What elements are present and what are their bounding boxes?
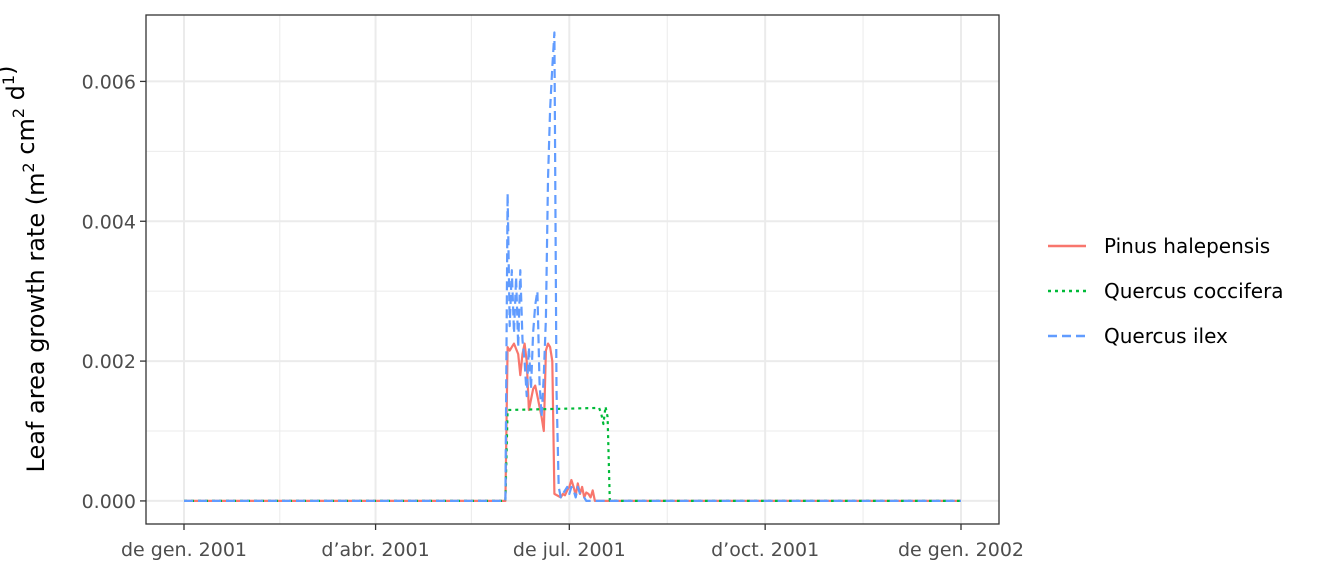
x-axis: de gen. 2001 d’abr. 2001 de jul. 2001 d’oct…: [121, 524, 1024, 561]
major-gridlines: [146, 15, 999, 524]
x-tick-label: d’oct. 2001: [711, 539, 819, 561]
y-axis-label-superscript: 2: [19, 162, 38, 172]
legend: Pinus halepensis Quercus coccifera Quercus…: [1048, 234, 1284, 348]
y-tick-label: 0.002: [82, 351, 136, 373]
series-line: [184, 342, 961, 502]
y-tick-label: 0.006: [82, 71, 136, 93]
series-line: [184, 31, 961, 502]
y-axis-label-part: d: [2, 85, 30, 108]
y-axis: 0.000 0.002 0.004 0.006: [82, 71, 146, 513]
x-tick-label: de jul. 2001: [513, 539, 626, 561]
legend-label: Pinus halepensis: [1104, 234, 1270, 258]
y-axis-label-part: Leaf area growth rate (m: [22, 173, 50, 473]
y-tick-label: 0.004: [82, 211, 136, 233]
y-axis-label: Leaf area growth rate (m2 cm2 d1): [0, 66, 50, 473]
y-tick-label: 0.000: [82, 491, 136, 513]
x-tick-label: de gen. 2001: [121, 539, 247, 561]
series-lines: [184, 31, 961, 502]
legend-label: Quercus coccifera: [1104, 279, 1284, 303]
panel-background: [146, 15, 999, 524]
x-tick-label: de gen. 2002: [898, 539, 1024, 561]
y-axis-label-part: ): [0, 66, 20, 75]
panel-border: [145, 14, 1000, 525]
legend-label: Quercus ilex: [1104, 324, 1228, 348]
y-axis-label-superscript: 2: [9, 108, 28, 118]
x-tick-label: d’abr. 2001: [321, 539, 429, 561]
y-axis-label-part: cm: [12, 118, 40, 162]
y-axis-label-superscript: 1: [0, 75, 18, 85]
minor-gridlines: [146, 15, 999, 524]
